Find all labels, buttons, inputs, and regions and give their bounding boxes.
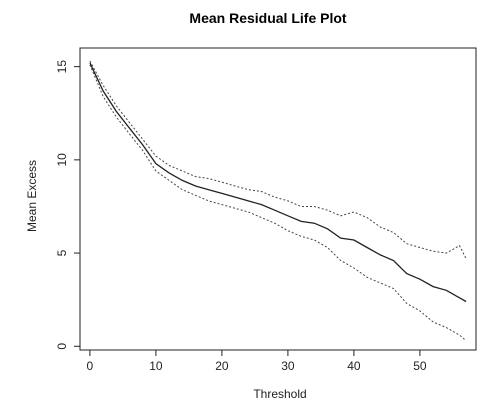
plot-area-frame	[79, 47, 477, 351]
chart-title: Mean Residual Life Plot	[189, 10, 346, 26]
x-axis-label: Threshold	[253, 387, 306, 401]
y-tick-label: 15	[55, 60, 69, 74]
y-tick-label: 0	[55, 343, 69, 350]
lower-ci-line	[89, 64, 467, 342]
x-tick-label: 50	[413, 359, 427, 373]
y-tick-label: 10	[55, 153, 69, 167]
estimate-line	[89, 62, 467, 303]
y-tick-label: 5	[55, 249, 69, 256]
y-axis-label: Mean Excess	[25, 160, 39, 232]
plot-layer	[89, 60, 467, 342]
x-tick-label: 40	[347, 359, 361, 373]
x-axis: 0 10 20 30 40 50	[87, 349, 427, 373]
x-tick-label: 0	[87, 359, 94, 373]
x-tick-label: 20	[215, 359, 229, 373]
x-tick-label: 10	[149, 359, 163, 373]
y-axis: 0 5 10 15	[55, 60, 81, 350]
x-tick-label: 30	[281, 359, 295, 373]
upper-ci-line	[89, 60, 467, 259]
